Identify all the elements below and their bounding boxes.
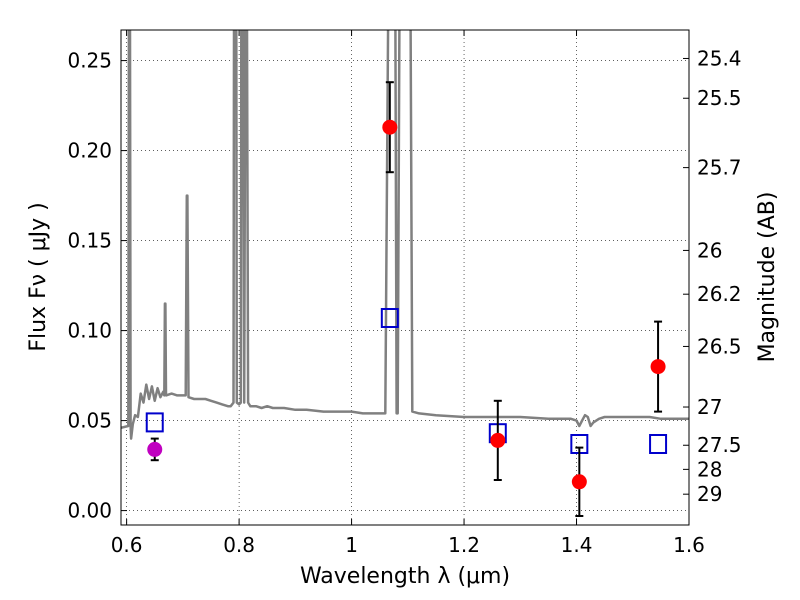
model-photometry-point bbox=[145, 412, 164, 433]
y-tick-label: 0.15 bbox=[67, 229, 112, 253]
magnitude-tick-label: 27 bbox=[697, 395, 722, 419]
magnitude-tick-label: 27.5 bbox=[697, 433, 742, 457]
y-axis-label: Flux Fν ( μJy ) bbox=[26, 202, 51, 351]
magnitude-tick-label: 28 bbox=[697, 457, 722, 481]
plot-frame bbox=[120, 29, 690, 526]
observed-point bbox=[490, 432, 506, 448]
x-tick-label: 1.2 bbox=[448, 533, 480, 557]
model-photometry-point bbox=[649, 434, 668, 454]
x-tick-label: 1.6 bbox=[673, 533, 705, 557]
grid-lines bbox=[121, 30, 690, 525]
magnitude-tick-label: 26.5 bbox=[697, 334, 742, 358]
magnitude-tick-label: 26.2 bbox=[697, 282, 742, 306]
magnitude-tick-label: 25.7 bbox=[697, 156, 742, 180]
y-tick-label: 0.00 bbox=[67, 499, 112, 523]
x-tick-label: 1 bbox=[345, 533, 358, 557]
observed-point bbox=[650, 359, 666, 375]
magnitude-axis-label: Magnitude (AB) bbox=[755, 192, 780, 363]
observed-secondary-point bbox=[147, 441, 163, 457]
x-tick-label: 0.6 bbox=[111, 533, 143, 557]
y-tick-label: 0.05 bbox=[67, 409, 112, 433]
observed-point bbox=[382, 119, 398, 135]
model-spectrum-line bbox=[121, 30, 689, 440]
x-axis-label: Wavelength λ (μm) bbox=[300, 564, 510, 589]
y-tick-label: 0.20 bbox=[67, 139, 112, 163]
y-tick-label: 0.10 bbox=[67, 319, 112, 343]
x-tick-label: 0.8 bbox=[223, 533, 255, 557]
x-axis-ticks: 0.6 0.8 1 1.2 1.4 1.6 bbox=[111, 30, 705, 557]
y-tick-label: 0.25 bbox=[67, 49, 112, 73]
x-tick-label: 1.4 bbox=[561, 533, 593, 557]
magnitude-tick-label: 25.4 bbox=[697, 46, 742, 70]
magnitude-tick-label: 26 bbox=[697, 238, 722, 262]
model-spectrum-layer bbox=[121, 30, 689, 440]
magnitude-tick-label: 25.5 bbox=[697, 86, 742, 110]
y-axis-ticks: 0.00 0.05 0.10 0.15 0.20 0.25 bbox=[67, 49, 127, 523]
magnitude-tick-label: 29 bbox=[697, 482, 722, 506]
data-points-layer bbox=[145, 81, 668, 517]
observed-point bbox=[571, 474, 587, 490]
model-photometry-point bbox=[380, 308, 399, 328]
